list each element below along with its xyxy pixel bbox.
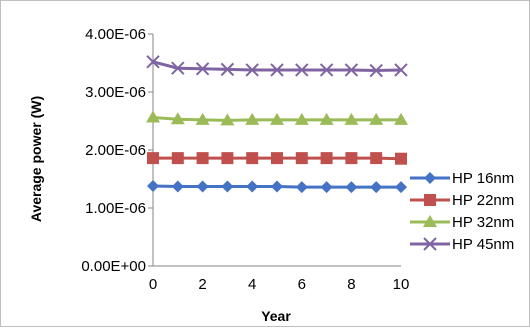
data-point-square bbox=[320, 152, 333, 165]
data-point-diamond bbox=[345, 181, 358, 194]
data-point-x bbox=[171, 61, 185, 75]
x-tick-label: 2 bbox=[198, 276, 206, 293]
data-point-x bbox=[220, 62, 235, 77]
x-marker-stroke bbox=[171, 61, 185, 75]
data-point-diamond bbox=[196, 180, 209, 193]
data-point-diamond bbox=[320, 181, 333, 194]
legend-label: HP 16nm bbox=[452, 170, 514, 187]
data-point-x bbox=[146, 55, 160, 69]
data-point-x bbox=[270, 63, 284, 77]
x-marker-stroke bbox=[220, 62, 235, 77]
data-point-x bbox=[295, 63, 309, 77]
series-hp-32nm bbox=[146, 110, 408, 126]
data-point-diamond bbox=[271, 180, 283, 193]
legend-item: HP 32nm bbox=[410, 214, 514, 231]
data-point-square bbox=[424, 194, 436, 206]
x-tick-label: 8 bbox=[347, 276, 355, 293]
data-point-square bbox=[147, 152, 159, 165]
data-point-diamond bbox=[246, 180, 259, 193]
data-point-x bbox=[319, 63, 334, 77]
data-point-triangle bbox=[170, 112, 185, 125]
x-tick-labels: 0 2 4 6 8 10 bbox=[149, 276, 410, 293]
data-point-x bbox=[394, 63, 408, 77]
legend-label: HP 22nm bbox=[452, 192, 514, 209]
legend-item: HP 22nm bbox=[410, 192, 514, 209]
legend-label: HP 45nm bbox=[452, 236, 514, 253]
x-marker-stroke bbox=[270, 63, 284, 77]
x-marker-stroke bbox=[344, 63, 359, 77]
data-point-triangle bbox=[369, 112, 384, 125]
data-point-x bbox=[423, 237, 437, 251]
x-tick-label: 10 bbox=[393, 276, 410, 293]
data-point-square bbox=[221, 152, 234, 165]
data-point-diamond bbox=[395, 181, 407, 194]
y-tick-labels: 0.00E+00 1.00E-06 2.00E-06 3.00E-06 4.00E-06 bbox=[81, 26, 146, 275]
data-point-triangle bbox=[394, 112, 408, 125]
data-point-diamond bbox=[221, 180, 234, 193]
data-point-square bbox=[271, 152, 283, 165]
data-point-triangle bbox=[146, 110, 160, 123]
data-point-triangle bbox=[270, 112, 284, 125]
data-point-triangle bbox=[319, 112, 334, 125]
data-point-diamond bbox=[370, 181, 383, 194]
y-tick-label: 1.00E-06 bbox=[85, 200, 146, 217]
y-tick-label: 4.00E-06 bbox=[85, 26, 146, 43]
series-hp-45nm bbox=[146, 55, 408, 78]
data-point-triangle bbox=[245, 112, 260, 125]
legend-item: HP 16nm bbox=[410, 170, 514, 187]
y-axis-title: Average power (W) bbox=[28, 96, 44, 222]
x-tick-label: 0 bbox=[149, 276, 157, 293]
data-point-triangle bbox=[344, 112, 359, 125]
x-marker-stroke bbox=[245, 63, 259, 77]
x-tick-label: 4 bbox=[248, 276, 256, 293]
legend: HP 16nm HP 22nm HP 32nm HP 45nm bbox=[410, 170, 514, 253]
data-point-square bbox=[295, 152, 308, 165]
data-point-diamond bbox=[295, 181, 308, 194]
x-marker-stroke bbox=[369, 63, 383, 78]
y-tick-label: 2.00E-06 bbox=[85, 142, 146, 159]
data-point-diamond bbox=[171, 180, 184, 193]
data-point-x bbox=[245, 63, 259, 77]
axes bbox=[148, 33, 401, 267]
x-marker-stroke bbox=[195, 62, 210, 76]
data-point-square bbox=[370, 152, 383, 165]
data-point-square bbox=[345, 152, 358, 165]
data-point-triangle bbox=[220, 113, 235, 126]
x-axis-title: Year bbox=[261, 308, 291, 324]
legend-label: HP 32nm bbox=[452, 214, 514, 231]
data-point-x bbox=[369, 63, 383, 78]
data-point-square bbox=[395, 152, 407, 165]
data-point-square bbox=[246, 152, 259, 165]
x-marker-stroke bbox=[423, 237, 437, 251]
y-tick-label: 3.00E-06 bbox=[85, 84, 146, 101]
x-marker-stroke bbox=[295, 63, 309, 77]
x-marker-stroke bbox=[146, 55, 160, 69]
x-marker-stroke bbox=[394, 63, 408, 77]
data-point-x bbox=[195, 62, 210, 76]
data-point-triangle bbox=[423, 215, 437, 227]
series-hp-22nm bbox=[147, 152, 407, 165]
data-point-square bbox=[196, 152, 209, 165]
data-point-square bbox=[171, 152, 184, 165]
data-point-x bbox=[344, 63, 359, 77]
x-marker-stroke bbox=[319, 63, 334, 77]
series-group bbox=[146, 55, 408, 194]
series-hp-16nm bbox=[147, 179, 407, 194]
data-point-triangle bbox=[294, 112, 309, 125]
data-point-triangle bbox=[195, 112, 210, 125]
legend-item: HP 45nm bbox=[410, 236, 514, 253]
data-point-diamond bbox=[147, 179, 159, 192]
y-tick-label: 0.00E+00 bbox=[81, 258, 146, 275]
x-tick-label: 6 bbox=[298, 276, 306, 293]
data-point-diamond bbox=[424, 172, 436, 184]
